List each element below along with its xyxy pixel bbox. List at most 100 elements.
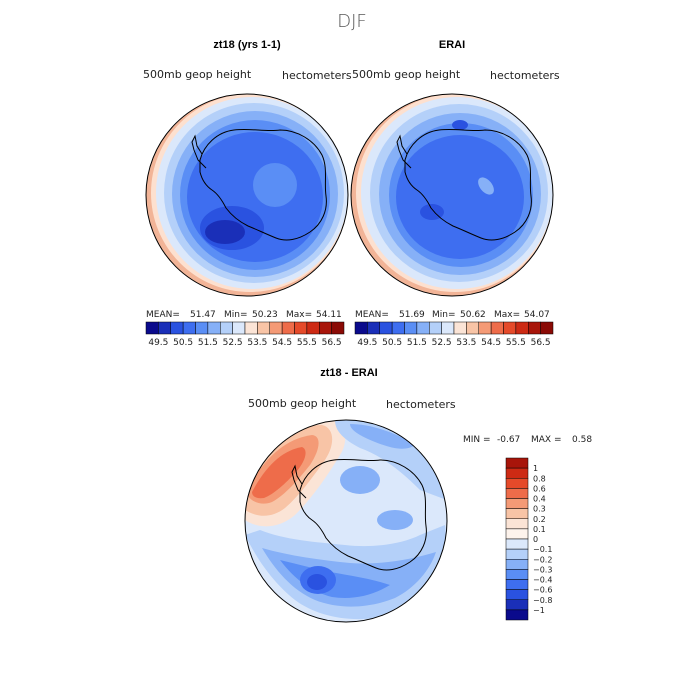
panel-diff-colorbar-tick-label: 1 bbox=[533, 464, 538, 473]
panel-erai-colorbar-swatch bbox=[354, 321, 368, 335]
panel-model-min: 50.23 bbox=[252, 310, 278, 320]
panel-model-units: hectometers bbox=[282, 69, 352, 82]
panel-erai-colorbar-swatch bbox=[441, 321, 455, 335]
panel-diff-colorbar-tick-label: 0 bbox=[533, 535, 538, 544]
panel-diff-colorbar-tick-label: −0.2 bbox=[533, 555, 552, 564]
panel-erai-max-label: Max= bbox=[494, 310, 520, 320]
panel-erai-colorbar-tick-label: 53.5 bbox=[456, 338, 476, 348]
panel-erai-colorbar-swatch bbox=[367, 321, 380, 335]
panel-erai-variable: 500mb geop height bbox=[352, 68, 461, 81]
panel-erai-colorbar-swatch bbox=[379, 321, 393, 335]
panel-diff-title: zt18 - ERAI bbox=[320, 367, 377, 379]
panel-model-min-label: Min= bbox=[224, 310, 248, 320]
panel-erai-colorbar-tick-label: 55.5 bbox=[506, 338, 526, 348]
panel-diff-max: 0.58 bbox=[572, 435, 592, 445]
panel-erai-mean-label: MEAN= bbox=[355, 310, 389, 320]
panel-diff-min: -0.67 bbox=[497, 435, 520, 445]
panel-diff-colorbar-tick-label: 0.4 bbox=[533, 495, 546, 504]
panel-diff-colorbar-swatch bbox=[505, 488, 529, 499]
panel-diff-colorbar-tick-label: −0.1 bbox=[533, 545, 552, 554]
panel-erai-map-border bbox=[350, 93, 554, 297]
panel-erai-stats: MEAN= 51.69 Min= 50.62 Max= 54.07 bbox=[355, 310, 550, 320]
panel-diff-colorbar-tick-label: 0.3 bbox=[533, 505, 546, 514]
panel-model-colorbar-swatch bbox=[232, 321, 246, 335]
panel-diff-map-border bbox=[244, 419, 448, 623]
panel-erai-colorbar-swatch bbox=[429, 321, 442, 335]
panel-diff-colorbar-tick-label: −0.6 bbox=[533, 586, 552, 595]
panel-model-map bbox=[146, 94, 348, 296]
panel-model-colorbar-tick-label: 49.5 bbox=[148, 338, 168, 348]
panel-diff-colorbar: 10.80.6 0.40.30.20.10−0.1−0.2−0.3 −0.4−0.6… bbox=[505, 457, 552, 621]
panel-model-colorbar-swatch bbox=[182, 321, 196, 335]
panel-model-max: 54.11 bbox=[316, 310, 342, 320]
panel-erai-colorbar-swatch bbox=[528, 321, 541, 335]
panel-diff-colorbar-tick-label: −1 bbox=[533, 606, 545, 615]
panel-model-colorbar-tick-label: 50.5 bbox=[173, 338, 193, 348]
panel-model-colorbar-swatch bbox=[207, 321, 221, 335]
panel-diff-colorbar-swatch bbox=[505, 498, 529, 509]
panel-diff-min-label: MIN = bbox=[463, 435, 491, 445]
panel-model-colorbar-swatch bbox=[220, 321, 233, 335]
panel-diff: zt18 - ERAI 500mb geop height hectometer… bbox=[244, 367, 592, 623]
panel-erai-colorbar-swatch bbox=[404, 321, 418, 335]
panel-erai-colorbar-swatch bbox=[490, 321, 504, 335]
panel-diff-colorbar-swatch bbox=[505, 609, 529, 621]
panel-diff-colorbar-swatch bbox=[505, 528, 529, 540]
panel-model-colorbar-swatch bbox=[257, 321, 270, 335]
panel-diff-colorbar-tick-label: 0.2 bbox=[533, 515, 546, 524]
panel-model-colorbar-swatch bbox=[158, 321, 171, 335]
panel-model-colorbar-tick-label: 55.5 bbox=[297, 338, 317, 348]
panel-erai-colorbar-swatch bbox=[540, 321, 554, 335]
panel-model-map-border bbox=[145, 93, 349, 297]
panel-diff-colorbar-swatch bbox=[505, 467, 529, 479]
panel-diff-colorbar-swatch bbox=[505, 599, 529, 611]
panel-erai-colorbar: 49.5 50.5 51.5 52.5 53.5 54.5 55.5 56.5 bbox=[354, 321, 554, 348]
panel-diff-max-label: MAX = bbox=[531, 435, 562, 445]
panel-diff-colorbar-tick-label: −0.8 bbox=[533, 596, 552, 605]
panel-diff-colorbar-swatch bbox=[505, 579, 529, 590]
panel-model-colorbar-swatch bbox=[269, 321, 283, 335]
panel-erai-colorbar-swatch bbox=[515, 321, 529, 335]
panel-model-colorbar-tick-label: 54.5 bbox=[272, 338, 292, 348]
panel-diff-variable: 500mb geop height bbox=[248, 397, 357, 410]
panel-diff-colorbar-swatch bbox=[505, 589, 529, 600]
panel-diff-colorbar-swatch bbox=[505, 518, 529, 530]
panel-erai-colorbar-swatch bbox=[391, 321, 405, 335]
panel-diff-colorbar-swatch bbox=[505, 538, 529, 550]
panel-erai-title: ERAI bbox=[439, 39, 465, 51]
panel-model-variable: 500mb geop height bbox=[143, 68, 252, 81]
panel-model-colorbar-swatch bbox=[294, 321, 308, 335]
panel-diff-colorbar-tick-label: −0.4 bbox=[533, 576, 552, 585]
panel-model-colorbar-tick-label: 51.5 bbox=[198, 338, 218, 348]
panel-erai-min-label: Min= bbox=[432, 310, 456, 320]
panel-model-max-label: Max= bbox=[286, 310, 312, 320]
figure-title: DJF bbox=[337, 11, 367, 32]
panel-erai-colorbar-tick-label: 49.5 bbox=[357, 338, 377, 348]
panel-model-mean-label: MEAN= bbox=[146, 310, 180, 320]
panel-erai-min: 50.62 bbox=[460, 310, 486, 320]
panel-diff-colorbar-swatch bbox=[505, 569, 529, 580]
panel-diff-map bbox=[245, 420, 447, 622]
panel-erai-colorbar-tick-label: 56.5 bbox=[531, 338, 551, 348]
panel-erai-colorbar-tick-label: 54.5 bbox=[481, 338, 501, 348]
panel-erai: ERAI 500mb geop height hectometers MEAN=… bbox=[350, 39, 560, 348]
panel-model-colorbar-swatch bbox=[195, 321, 209, 335]
panel-erai-max: 54.07 bbox=[524, 310, 550, 320]
panel-model-colorbar-tick-label: 52.5 bbox=[223, 338, 243, 348]
panel-erai-colorbar-tick-label: 51.5 bbox=[407, 338, 427, 348]
panel-erai-colorbar-swatch bbox=[453, 321, 467, 335]
panel-erai-map bbox=[351, 94, 553, 296]
panel-diff-colorbar-tick-label: 0.1 bbox=[533, 525, 546, 534]
panel-model-mean: 51.47 bbox=[190, 310, 216, 320]
panel-diff-colorbar-swatch bbox=[505, 457, 529, 469]
panel-erai-colorbar-tick-label: 50.5 bbox=[382, 338, 402, 348]
panel-model-colorbar-swatch bbox=[170, 321, 184, 335]
panel-diff-colorbar-tick-label: 0.6 bbox=[533, 484, 546, 493]
panel-model: zt18 (yrs 1-1) 500mb geop height hectome… bbox=[143, 39, 352, 348]
panel-erai-colorbar-tick-label: 52.5 bbox=[432, 338, 452, 348]
panel-erai-colorbar-swatch bbox=[416, 321, 430, 335]
panel-model-colorbar-swatch bbox=[244, 321, 258, 335]
panel-diff-colorbar-swatch bbox=[505, 478, 529, 489]
panel-model-colorbar-swatch bbox=[281, 321, 295, 335]
